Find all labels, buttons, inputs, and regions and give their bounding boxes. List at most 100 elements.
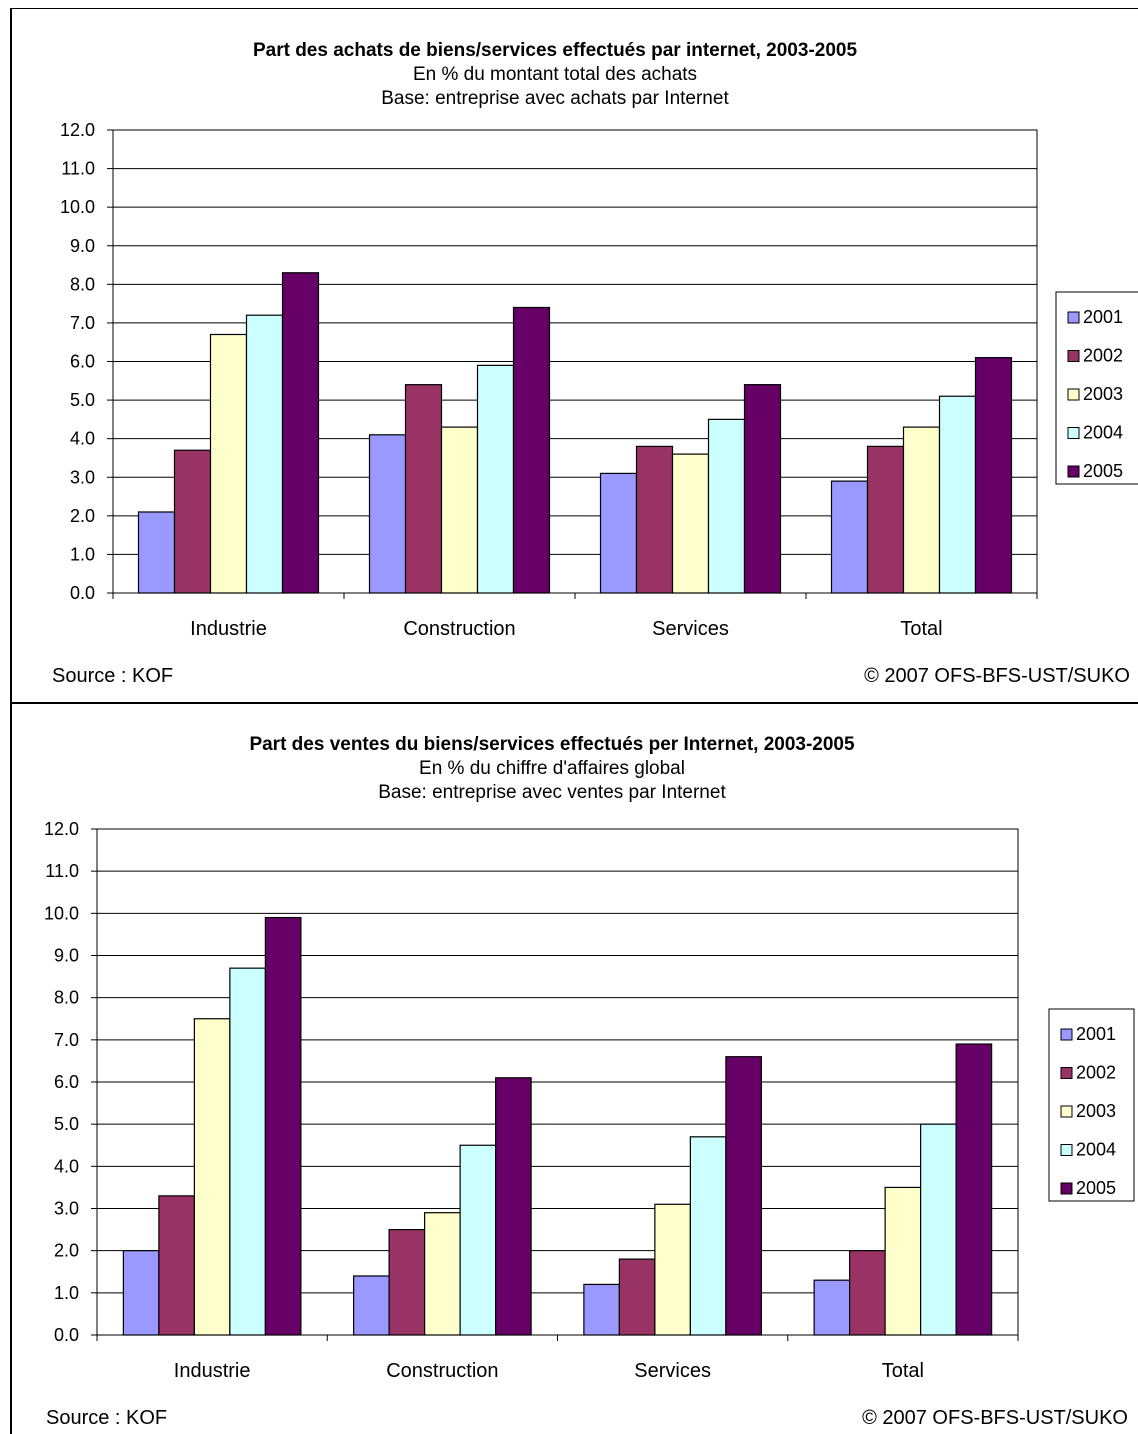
legend-label-2003: 2003 xyxy=(1076,1101,1116,1121)
legend-label-2004: 2004 xyxy=(1076,1140,1116,1160)
x-category-label: Construction xyxy=(403,618,515,640)
y-tick-label: 7.0 xyxy=(54,1030,79,1050)
bar-industrie-2002 xyxy=(158,1195,195,1336)
bar-total-2001 xyxy=(813,1279,851,1336)
x-category-label: Services xyxy=(634,1360,711,1382)
bar-services-2004 xyxy=(707,418,746,594)
y-tick-label: 11.0 xyxy=(45,861,79,881)
y-tick-label: 4.0 xyxy=(54,1156,79,1176)
legend: 2001 2002 2003 2004 2005 xyxy=(1048,1008,1135,1202)
legend-label-2002: 2002 xyxy=(1076,1063,1116,1083)
plot-area: 0.0 1.0 2.0 3.0 4.0 5.0 6.0 7.0 8.0 9.0 10.0 11.0 12… xyxy=(44,819,1019,1382)
bar-services-2005 xyxy=(743,384,782,594)
bar-services-2003 xyxy=(654,1203,691,1336)
chart-panel-purchases: Part des achats de biens/services effect… xyxy=(0,0,1138,700)
frame-left-border xyxy=(10,8,12,700)
bar-total-2003 xyxy=(902,426,941,594)
x-category-label: Services xyxy=(652,618,729,640)
bar-total-2005 xyxy=(974,357,1013,594)
chart-subtitle: En % du chiffre d'affaires global xyxy=(419,758,685,779)
legend-swatch-2004 xyxy=(1067,427,1080,439)
legend-label-2005: 2005 xyxy=(1083,461,1123,481)
bar-construction-2002 xyxy=(404,384,443,594)
legend-swatch-2001 xyxy=(1060,1028,1073,1041)
legend-label-2005: 2005 xyxy=(1076,1178,1116,1198)
bar-total-2002 xyxy=(849,1250,886,1336)
y-tick-label: 2.0 xyxy=(54,1241,79,1261)
legend-box xyxy=(1048,1008,1135,1202)
chart-panel-sales: Part des ventes du biens/services effect… xyxy=(0,700,1138,1434)
x-category-label: Total xyxy=(882,1360,924,1382)
y-tick-label: 3.0 xyxy=(70,467,95,487)
legend-swatch-2002 xyxy=(1060,1067,1073,1079)
x-category-label: Total xyxy=(900,618,942,640)
bar-chart-purchases: Part des achats de biens/services effect… xyxy=(52,40,1138,687)
y-tick-label: 6.0 xyxy=(70,352,95,372)
y-tick-label: 10.0 xyxy=(60,197,95,217)
legend-swatch-2005 xyxy=(1060,1182,1073,1195)
bar-services-2003 xyxy=(671,453,710,594)
legend-swatch-2001 xyxy=(1067,311,1080,324)
legend-label-2003: 2003 xyxy=(1083,384,1123,404)
bar-industrie-2003 xyxy=(209,333,248,594)
bar-construction-2001 xyxy=(353,1275,390,1336)
legend-swatch-2002 xyxy=(1067,350,1080,362)
frame-left-border xyxy=(10,700,12,1434)
bar-services-2002 xyxy=(635,445,674,594)
y-tick-label: 10.0 xyxy=(44,903,79,923)
bar-total-2004 xyxy=(938,395,977,594)
legend-label-2002: 2002 xyxy=(1083,346,1123,366)
bar-industrie-2004 xyxy=(245,314,284,594)
legend-label-2001: 2001 xyxy=(1076,1024,1116,1044)
y-tick-label: 3.0 xyxy=(54,1199,79,1219)
y-tick-label: 11.0 xyxy=(61,159,95,179)
y-tick-label: 8.0 xyxy=(54,988,79,1008)
bar-industrie-2001 xyxy=(137,511,176,594)
bar-services-2005 xyxy=(725,1056,762,1336)
plot-area: 0.0 1.0 2.0 3.0 4.0 5.0 6.0 7.0 8.0 9.0 10.0 11.0 12… xyxy=(60,120,1038,640)
bar-industrie-2005 xyxy=(281,272,320,594)
chart-title: Part des ventes du biens/services effect… xyxy=(249,734,855,755)
bar-services-2002 xyxy=(618,1258,656,1336)
bar-chart-sales: Part des ventes du biens/services effect… xyxy=(44,734,1135,1429)
y-tick-label: 12.0 xyxy=(44,819,79,839)
bar-total-2005 xyxy=(955,1043,993,1336)
bar-construction-2005 xyxy=(512,306,551,594)
bar-construction-2002 xyxy=(388,1228,426,1336)
x-category-label: Industrie xyxy=(174,1360,251,1382)
bar-total-2004 xyxy=(920,1123,957,1336)
bar-services-2004 xyxy=(689,1136,727,1336)
y-tick-label: 1.0 xyxy=(54,1283,79,1303)
legend-box xyxy=(1055,291,1138,485)
bar-construction-2003 xyxy=(440,426,479,594)
x-category-label: Industrie xyxy=(190,618,267,640)
frame-top-border xyxy=(10,702,1138,704)
bar-total-2002 xyxy=(866,445,905,594)
bar-construction-2004 xyxy=(459,1144,497,1336)
bar-total-2003 xyxy=(884,1186,922,1336)
y-tick-label: 1.0 xyxy=(70,544,95,564)
legend-label-2004: 2004 xyxy=(1083,423,1123,443)
bar-industrie-2002 xyxy=(173,449,212,594)
chart-subtitle-base: Base: entreprise avec ventes par Interne… xyxy=(378,782,726,803)
source-note: Source : KOF xyxy=(52,665,173,687)
y-tick-label: 5.0 xyxy=(70,390,95,410)
bar-services-2001 xyxy=(583,1283,620,1336)
legend-swatch-2003 xyxy=(1060,1105,1073,1118)
source-note: Source : KOF xyxy=(46,1407,167,1429)
bar-construction-2005 xyxy=(495,1077,532,1336)
legend-label-2001: 2001 xyxy=(1083,307,1123,327)
x-category-label: Construction xyxy=(386,1360,498,1382)
copyright-note: © 2007 OFS-BFS-UST/SUKO xyxy=(864,665,1130,687)
y-tick-label: 4.0 xyxy=(70,429,95,449)
y-tick-label: 5.0 xyxy=(54,1114,79,1134)
y-tick-label: 12.0 xyxy=(60,120,95,140)
chart-title: Part des achats de biens/services effect… xyxy=(253,40,858,61)
bar-construction-2004 xyxy=(476,364,515,594)
legend-swatch-2004 xyxy=(1060,1144,1073,1156)
y-tick-label: 0.0 xyxy=(70,583,95,603)
y-tick-label: 0.0 xyxy=(54,1325,79,1345)
y-tick-label: 2.0 xyxy=(70,506,95,526)
legend-swatch-2003 xyxy=(1067,388,1080,401)
chart-subtitle-base: Base: entreprise avec achats par Interne… xyxy=(381,88,729,109)
